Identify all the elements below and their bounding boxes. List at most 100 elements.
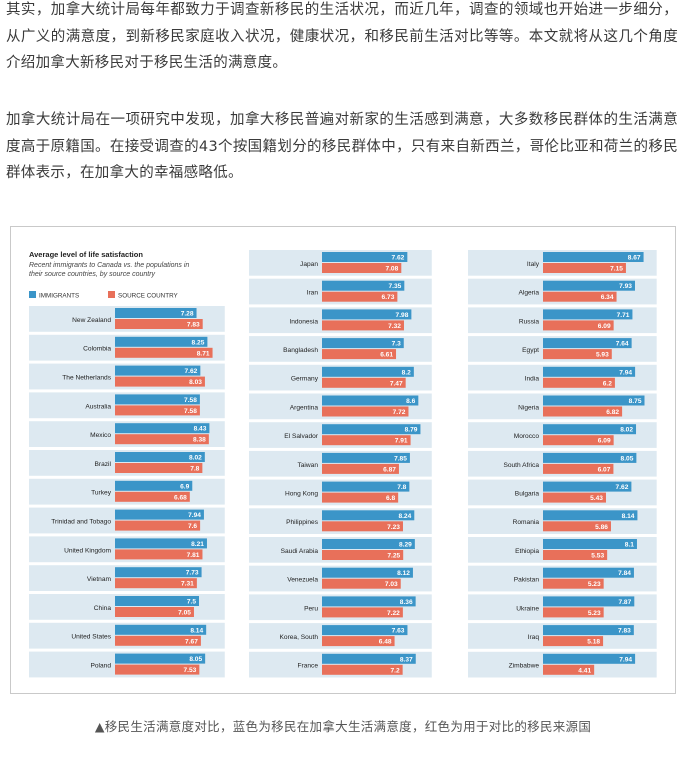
immigrants-bar	[115, 509, 204, 520]
source-value: 7.67	[185, 638, 198, 645]
immigrants-value: 7.62	[616, 484, 629, 491]
immigrants-value: 8.29	[399, 542, 412, 549]
source-value: 6.73	[382, 294, 395, 301]
immigrants-value: 7.8	[397, 484, 406, 491]
source-value: 7.53	[183, 667, 196, 674]
immigrants-value: 8.43	[194, 426, 207, 433]
source-bar	[543, 377, 615, 388]
immigrants-bar	[543, 395, 645, 406]
immigrants-value: 7.62	[185, 368, 198, 375]
immigrants-bar	[543, 625, 634, 636]
source-value: 4.41	[578, 667, 591, 674]
country-label: Argentina	[290, 404, 319, 411]
chart-title: Average level of life satisfaction	[29, 250, 143, 259]
source-value: 7.81	[187, 552, 200, 559]
country-label: Egypt	[522, 347, 539, 354]
country-label: Ethiopia	[515, 548, 539, 555]
source-value: 5.93	[596, 352, 609, 359]
country-label: Mexico	[90, 432, 111, 439]
chart-caption: ▲移民生活满意度对比，蓝色为移民在加拿大生活满意度，红色为用于对比的移民来源国	[94, 719, 592, 734]
source-bar	[115, 549, 203, 560]
immigrants-value: 7.28	[181, 311, 194, 318]
source-value: 5.23	[588, 581, 601, 588]
immigrants-bar	[115, 365, 201, 376]
source-value: 6.09	[598, 323, 611, 330]
country-label: El Salvador	[284, 433, 319, 440]
country-label: The Netherlands	[62, 375, 111, 382]
immigrants-value: 7.84	[618, 570, 631, 577]
country-label: Poland	[90, 663, 111, 670]
source-value: 7.83	[187, 322, 200, 329]
immigrants-bar	[543, 280, 635, 291]
source-bar	[543, 521, 611, 532]
immigrants-bar	[322, 424, 421, 435]
immigrants-bar	[322, 280, 405, 291]
legend-source-label: SOURCE COUNTRY	[118, 293, 179, 300]
immigrants-bar	[115, 423, 210, 434]
source-value: 6.09	[598, 438, 611, 445]
source-value: 7.32	[388, 323, 401, 330]
immigrants-value: 8.05	[189, 656, 202, 663]
source-value: 7.22	[387, 610, 400, 617]
source-value: 5.53	[591, 553, 604, 560]
immigrants-value: 7.58	[184, 397, 197, 404]
immigrants-value: 8.24	[398, 513, 411, 520]
immigrants-value: 8.14	[622, 513, 635, 520]
intro-paragraph: 其实，加拿大统计局每年都致力于调查新移民的生活状况，而近几年，调查的领域也开始进…	[6, 2, 678, 71]
source-bar	[543, 463, 614, 474]
country-label: Ukraine	[516, 605, 539, 612]
source-bar	[115, 491, 190, 502]
source-bar	[543, 320, 614, 331]
source-bar	[543, 636, 604, 647]
source-value: 7.08	[385, 266, 398, 273]
immigrants-bar	[322, 309, 412, 320]
immigrants-value: 8.6	[406, 398, 415, 405]
source-bar	[322, 463, 399, 474]
immigrants-bar	[322, 366, 414, 377]
country-label: Pakistan	[514, 577, 540, 584]
source-value: 6.07	[598, 466, 611, 473]
source-bar	[322, 607, 403, 618]
source-value: 6.8	[386, 495, 395, 502]
source-bar	[543, 550, 608, 560]
source-value: 6.61	[380, 352, 393, 359]
source-bar	[543, 492, 606, 503]
immigrants-value: 7.93	[619, 283, 632, 290]
immigrants-value: 7.94	[619, 369, 632, 376]
country-label: Peru	[304, 605, 318, 612]
source-value: 5.23	[588, 610, 601, 617]
immigrants-bar	[115, 336, 208, 347]
immigrants-bar	[322, 252, 408, 262]
source-bar	[115, 664, 200, 675]
source-bar	[322, 406, 409, 417]
immigrants-bar	[115, 394, 200, 405]
country-label: Philippines	[286, 519, 319, 526]
immigrants-bar	[322, 625, 408, 636]
country-label: Hong Kong	[285, 490, 318, 497]
immigrants-bar	[543, 366, 636, 377]
source-value: 7.72	[393, 409, 406, 416]
immigrants-bar	[115, 653, 206, 664]
chart-subtitle: Recent immigrants to Canada vs. the popu…	[29, 262, 189, 269]
source-bar	[322, 320, 404, 331]
source-bar	[322, 291, 398, 302]
immigrants-bar	[543, 481, 632, 492]
immigrants-value: 8.14	[190, 627, 203, 634]
source-value: 7.2	[390, 667, 399, 674]
country-label: Vietnam	[87, 576, 112, 583]
source-bar	[115, 319, 203, 329]
immigrants-value: 8.05	[621, 455, 634, 462]
chart-canvas: Average level of life satisfaction Recent…	[29, 250, 657, 678]
immigrants-value: 8.12	[397, 570, 410, 577]
country-label: Germany	[291, 376, 319, 383]
immigrants-value: 7.94	[619, 656, 632, 663]
country-label: South Africa	[503, 462, 539, 469]
source-value: 6.87	[383, 466, 396, 473]
source-bar	[115, 578, 197, 589]
country-label: Colombia	[83, 346, 111, 353]
immigrants-value: 8.67	[628, 255, 641, 262]
source-value: 7.15	[610, 266, 623, 273]
source-bar	[322, 435, 411, 446]
source-bar	[322, 550, 404, 560]
immigrants-value: 8.1	[625, 542, 634, 549]
